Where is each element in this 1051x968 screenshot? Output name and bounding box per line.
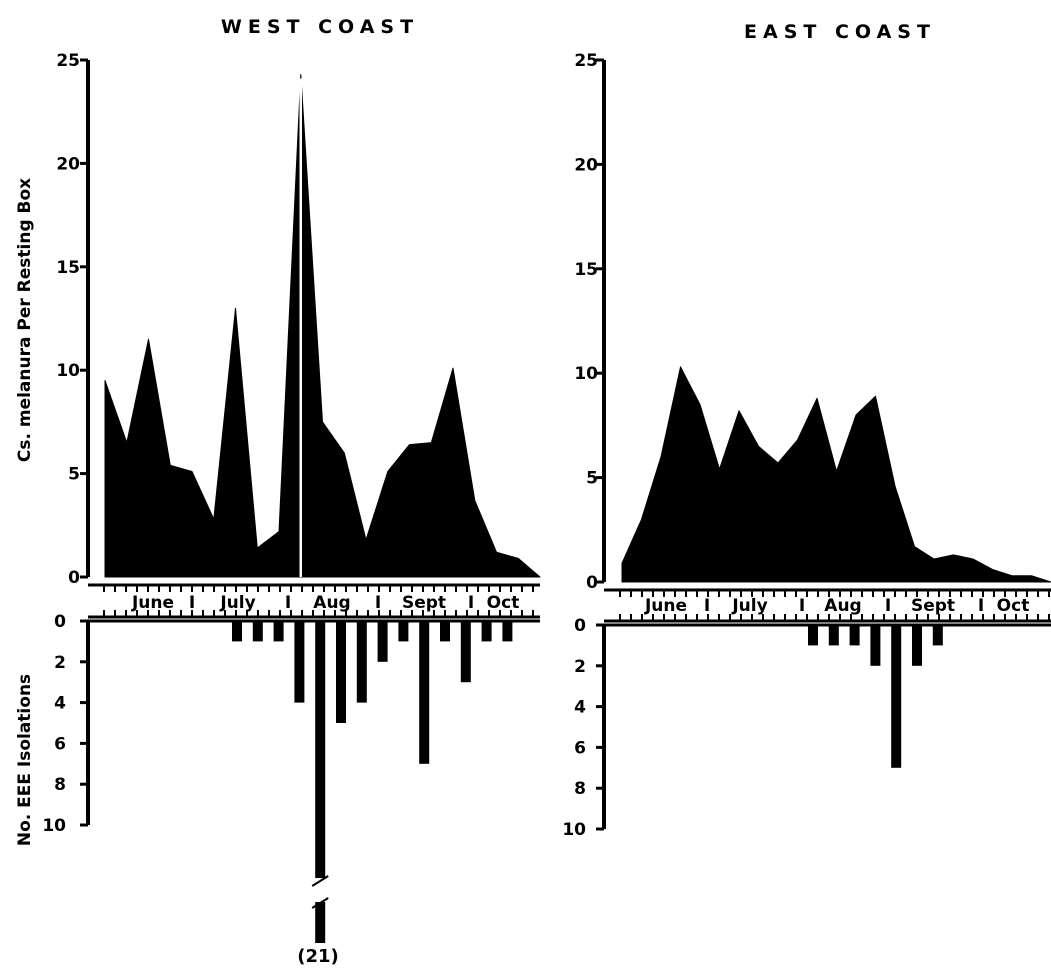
west-month-label: Oct xyxy=(487,593,520,613)
east-isolations-tick-label: 2 xyxy=(574,657,586,677)
east-month-label: Sept xyxy=(911,596,955,616)
east-month-separator: I xyxy=(885,596,891,616)
truncated-bar-note: (21) xyxy=(297,946,339,967)
west-coast-panel: 0 5 10 15 20 25 June July Aug Sept Oct I I I I 0 2 4 6 8 10 xyxy=(42,51,541,943)
east-isolation-bar xyxy=(808,625,818,646)
east-density-tick-label: 10 xyxy=(574,364,598,384)
west-isolation-bar xyxy=(356,621,367,703)
west-month-separator: I xyxy=(189,593,195,613)
east-isolations-tick-label: 4 xyxy=(574,698,586,718)
east-isolation-bar xyxy=(849,625,860,646)
west-isolation-bar xyxy=(460,621,471,683)
east-coast-panel: 0 5 10 15 20 25 June July Aug Sept Oct I I I I 0 2 4 6 8 10 xyxy=(562,51,1051,840)
west-isolations-tick-label: 2 xyxy=(54,653,66,673)
east-density-tick-label: 0 xyxy=(586,573,598,593)
east-density-tick-label: 5 xyxy=(586,469,598,489)
east-chart-title: EAST COAST xyxy=(744,21,936,43)
west-isolation-bar xyxy=(232,621,242,642)
west-density-tick-label: 0 xyxy=(68,568,80,588)
west-isolation-bar xyxy=(481,621,492,642)
west-isolation-bar xyxy=(336,621,346,723)
east-density-tick-label: 15 xyxy=(574,260,598,280)
west-month-separator: I xyxy=(468,593,474,613)
west-isolation-bar xyxy=(440,621,450,642)
west-density-tick-label: 15 xyxy=(56,258,80,278)
west-isolation-bar xyxy=(294,621,305,703)
west-month-label: June xyxy=(131,593,174,613)
west-isolations-tick-label: 10 xyxy=(42,816,66,836)
west-density-tick-label: 5 xyxy=(68,465,80,485)
west-isolations-tick-label: 4 xyxy=(54,694,66,714)
west-chart-title: WEST COAST xyxy=(221,16,419,38)
east-density-tick-label: 25 xyxy=(574,51,598,71)
east-isolation-bar xyxy=(912,625,922,666)
west-isolations-tick-label: 6 xyxy=(54,734,66,754)
east-month-label: July xyxy=(731,596,767,616)
west-month-label: July xyxy=(219,593,255,613)
east-density-area xyxy=(621,366,1051,583)
east-isolations-tick-label: 8 xyxy=(574,779,586,799)
west-month-label: Aug xyxy=(313,593,350,613)
west-isolation-bar xyxy=(252,621,263,642)
west-density-axis-label: Cs. melanura Per Resting Box xyxy=(15,178,35,462)
west-density-tick-label: 25 xyxy=(56,51,80,71)
east-month-label: Aug xyxy=(824,596,861,616)
east-density-tick-label: 20 xyxy=(574,155,598,175)
west-isolation-bar xyxy=(419,621,430,764)
west-density-area xyxy=(104,74,541,578)
west-month-separator: I xyxy=(285,593,291,613)
east-isolation-bar xyxy=(828,625,839,646)
west-isolation-bar xyxy=(315,621,326,878)
west-density-tick-label: 10 xyxy=(56,361,80,381)
west-density-tick-label: 20 xyxy=(56,154,80,174)
east-month-separator: I xyxy=(978,596,984,616)
east-month-separator: I xyxy=(704,596,710,616)
west-isolations-tick-label: 0 xyxy=(54,612,66,632)
east-isolation-bar xyxy=(891,625,902,768)
west-isolation-bar xyxy=(273,621,284,642)
west-isolations-tick-label: 8 xyxy=(54,775,66,795)
east-isolations-tick-label: 10 xyxy=(562,820,586,840)
west-isolation-bar-break xyxy=(311,897,329,909)
east-month-label: June xyxy=(644,596,687,616)
east-isolations-tick-label: 0 xyxy=(574,616,586,636)
west-isolation-bar xyxy=(398,621,409,642)
west-isolations-axis-label: No. EEE Isolations xyxy=(15,674,35,846)
west-isolation-bar xyxy=(377,621,388,662)
west-isolation-bar-continuation xyxy=(315,902,326,943)
east-isolation-bar xyxy=(932,625,943,646)
east-isolations-tick-label: 6 xyxy=(574,738,586,758)
east-month-label: Oct xyxy=(997,596,1030,616)
west-month-separator: I xyxy=(375,593,381,613)
west-isolation-bar xyxy=(502,621,513,642)
east-isolation-bar xyxy=(870,625,881,666)
west-isolation-bar-break xyxy=(311,875,329,887)
west-month-label: Sept xyxy=(402,593,446,613)
east-month-separator: I xyxy=(799,596,805,616)
